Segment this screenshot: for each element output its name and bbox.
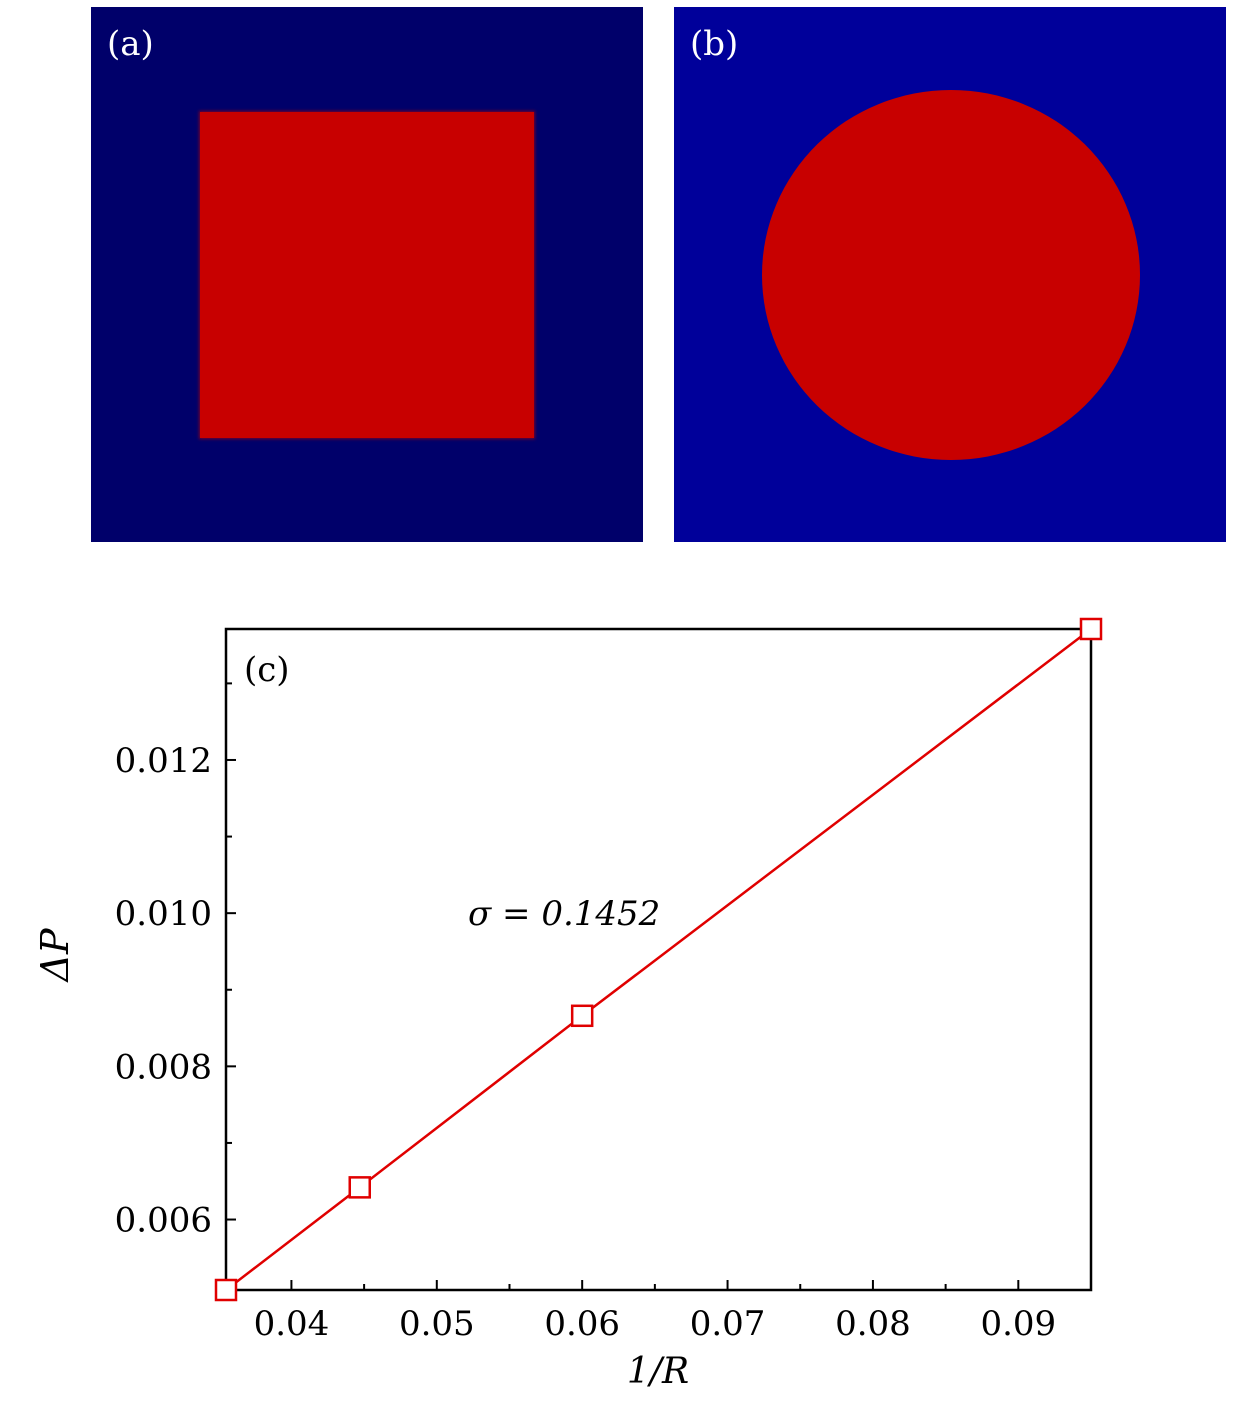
panel-b-label: (b) [690,24,739,64]
x-axis-label: 1/R [627,1351,689,1392]
plot-area: 0.04 0.05 0.06 0.07 0.08 0.09 0.006 0.008 0.010… [115,617,1103,1344]
circle-region [762,90,1140,460]
data-point-marker [570,1004,594,1028]
y-axis-label: ΔP [33,927,77,983]
panel-b-circle-field: (b) [674,7,1226,542]
y-tick-label: 0.012 [115,741,212,781]
series-markers [214,617,1103,1302]
sigma-annotation: σ = 0.1452 [468,894,660,934]
panel-c-label: (c) [244,650,290,690]
x-tick-label: 0.05 [399,1304,475,1344]
y-tick-label: 0.010 [115,894,212,934]
panel-a-square-field: (a) [91,7,643,542]
data-point-marker [348,1176,371,1199]
data-point-marker [214,1278,238,1302]
panel-a-label: (a) [107,24,154,64]
x-axis-ticks: 0.04 0.05 0.06 0.07 0.08 0.09 [254,1280,1056,1344]
y-tick-label: 0.006 [115,1201,212,1241]
data-point-marker [1079,617,1103,641]
x-tick-label: 0.09 [980,1304,1056,1344]
series-line [225,628,1092,1291]
plot-frame [224,627,1093,1292]
y-axis-ticks: 0.006 0.008 0.010 0.012 [115,682,236,1241]
x-tick-label: 0.04 [254,1304,330,1344]
chart-c: 0.04 0.05 0.06 0.07 0.08 0.09 0.006 0.008 0.010… [33,617,1103,1392]
square-region [200,112,534,438]
y-tick-label: 0.008 [115,1047,212,1087]
x-tick-label: 0.07 [690,1304,766,1344]
x-tick-label: 0.08 [835,1304,911,1344]
x-tick-label: 0.06 [544,1304,620,1344]
